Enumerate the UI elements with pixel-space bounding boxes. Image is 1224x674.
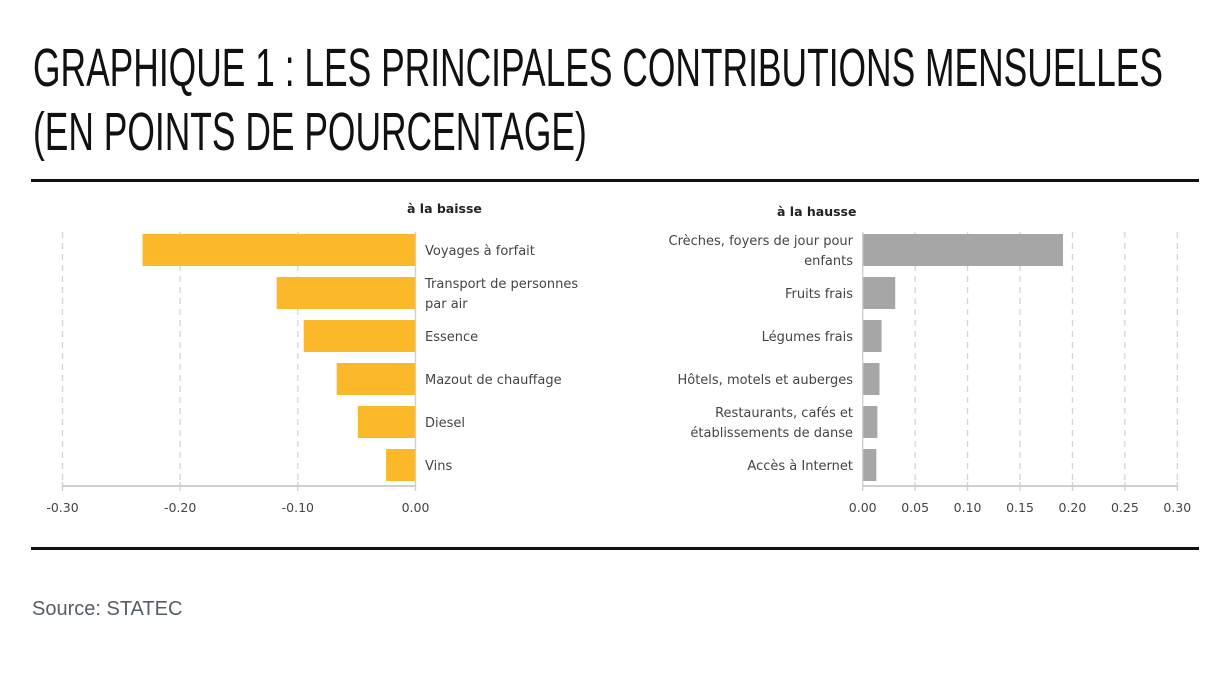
bar [862,406,878,438]
increase-x-axis: 0.00 0.05 0.10 0.15 0.20 0.25 0.30 [849,232,1191,515]
decrease-panel: à la baisse -0.30 -0.20 -0.10 0.00 Voyages … [46,201,578,515]
bottom-divider [31,547,1199,550]
bar [142,234,416,266]
category-label: Mazout de chauffage [425,373,562,388]
category-label: Vins [425,459,452,474]
x-tick-label: 0.20 [1059,500,1087,515]
x-tick-label: 0.00 [849,500,877,515]
x-tick-label: -0.10 [282,500,314,515]
x-tick-label: 0.25 [1111,500,1139,515]
category-label: Fruits frais [785,287,853,302]
category-label: Accès à Internet [747,459,853,474]
category-label: Voyages à forfait [425,244,535,259]
decrease-category-labels: Voyages à forfait Transport de personnes p… [424,244,578,474]
chart-title: GRAPHIQUE 1 : LES PRINCIPALES CONTRIBUTI… [33,36,1224,164]
category-label: Restaurants, cafés et [715,406,853,421]
category-label: Crèches, foyers de jour pour [669,234,854,249]
category-label: Transport de personnes [424,277,578,292]
chart-title-line-2: (EN POINTS DE POURCENTAGE) [33,102,587,162]
x-tick-label: -0.30 [46,500,78,515]
category-label: établissements de danse [690,426,853,441]
increase-gridlines [862,232,1178,486]
top-divider [31,179,1199,182]
source-note: Source: STATEC [32,598,183,620]
x-tick-label: 0.10 [954,500,982,515]
chart-title-line-1: GRAPHIQUE 1 : LES PRINCIPALES CONTRIBUTI… [33,38,1163,98]
x-tick-label: -0.20 [164,500,196,515]
category-label: enfants [804,254,853,269]
category-label: Hôtels, motels et auberges [677,373,853,388]
category-label: Légumes frais [762,330,854,345]
bar [862,277,896,309]
increase-category-labels: Crèches, foyers de jour pour enfants Fruit… [669,234,854,474]
x-tick-label: 0.05 [901,500,929,515]
decrease-panel-title: à la baisse [407,201,482,216]
decrease-x-axis: -0.30 -0.20 -0.10 0.00 [46,232,429,515]
bar [357,406,416,438]
x-tick-label: 0.00 [402,500,430,515]
bar [862,449,877,481]
bar [862,363,880,395]
bar [862,234,1063,266]
bar [386,449,416,481]
increase-panel: à la hausse 0.00 0.05 0.10 0.15 0.20 0.25 0.30… [669,204,1192,515]
x-tick-label: 0.15 [1006,500,1034,515]
category-label: Essence [425,330,478,345]
bar [276,277,416,309]
decrease-bars [142,234,416,481]
bar [303,320,416,352]
chart-area: à la baisse -0.30 -0.20 -0.10 0.00 Voyages … [46,201,1192,515]
increase-bars [862,234,1063,481]
bar [336,363,416,395]
category-label: par air [425,297,468,312]
x-tick-label: 0.30 [1163,500,1191,515]
increase-panel-title: à la hausse [777,204,856,219]
category-label: Diesel [425,416,465,431]
bar [862,320,882,352]
decrease-gridlines [61,232,417,486]
